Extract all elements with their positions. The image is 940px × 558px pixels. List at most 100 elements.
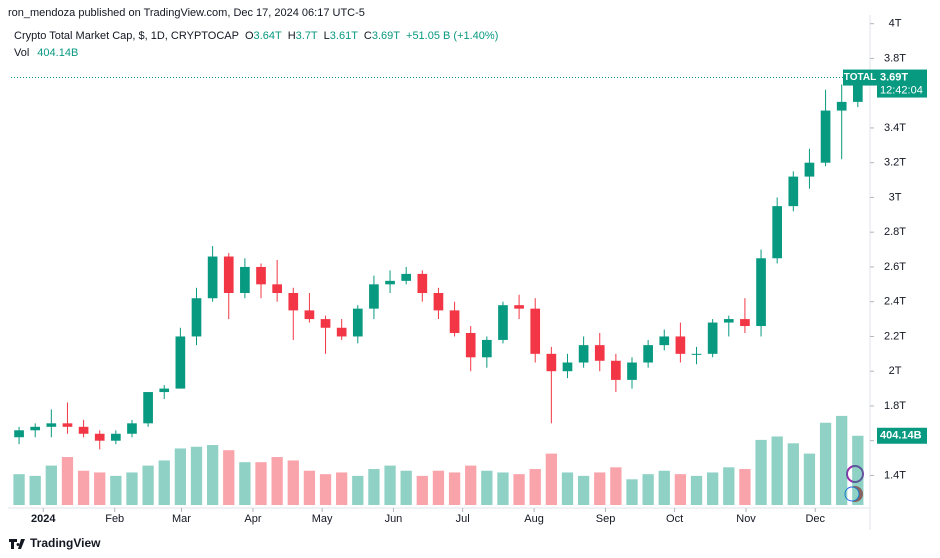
candle-body <box>94 433 105 441</box>
x-tick-label: Sep <box>596 513 616 525</box>
volume-bar <box>77 470 90 505</box>
volume-bar <box>400 470 412 505</box>
volume-bar <box>755 439 767 505</box>
footer-logo: TradingView <box>9 536 101 550</box>
y-tick-label: 2.4T <box>884 296 906 308</box>
icon <box>846 465 864 483</box>
legend-value: 3.69T <box>372 30 400 42</box>
candle-body <box>207 256 218 299</box>
legend-change: +51.05 B (+1.40%) <box>406 30 498 42</box>
candle-body <box>772 206 783 259</box>
candle-body <box>788 176 799 207</box>
volume-bar <box>45 465 57 505</box>
price-tag-value: 3.69T <box>880 71 908 83</box>
candle-body <box>707 322 718 354</box>
candle-body <box>143 392 153 424</box>
volume-bar <box>626 479 638 505</box>
x-tick-label: Feb <box>105 513 124 525</box>
candle-body <box>401 273 412 281</box>
compare-icons <box>844 465 864 502</box>
y-tick-label: 1.4T <box>884 469 906 481</box>
candle-body <box>594 345 605 361</box>
volume-bar <box>190 446 203 505</box>
volume-bar <box>13 474 25 505</box>
legend-value: 3.7T <box>296 30 318 42</box>
y-tick-label: 3.8T <box>884 52 906 64</box>
volume-bar <box>336 472 348 505</box>
y-tick-label: 1.8T <box>884 400 906 412</box>
price-tag-countdown: 12:42:04 <box>880 84 923 96</box>
volume-bar <box>577 475 590 505</box>
volume-bar <box>642 474 654 505</box>
volume-bar <box>158 460 170 505</box>
candle-body <box>304 310 315 320</box>
volume-value: 404.14B <box>37 47 78 59</box>
candle-body <box>498 305 508 340</box>
candle-body <box>240 266 250 294</box>
volume-bar <box>223 450 235 505</box>
volume-bar <box>239 462 251 505</box>
candle-body <box>691 353 702 355</box>
price-tag-bg <box>877 69 927 98</box>
volume-tag-bg <box>877 427 927 444</box>
x-tick-label: Aug <box>524 513 544 525</box>
volume-bar <box>771 436 783 505</box>
volume-bar <box>61 457 74 505</box>
candle-body <box>627 362 637 380</box>
volume-bar <box>465 465 477 505</box>
candle-body <box>175 336 186 389</box>
price-tag-name-bg <box>843 69 877 86</box>
volume-bar <box>787 443 799 505</box>
volume-bar <box>448 472 461 505</box>
candle-body <box>836 101 847 111</box>
icon <box>844 486 860 502</box>
candle-body <box>740 319 750 327</box>
volume-bar <box>255 462 267 505</box>
candle-body <box>643 345 653 363</box>
candle-body <box>675 336 686 354</box>
volume-bar <box>352 475 364 505</box>
x-tick-label: May <box>312 513 333 525</box>
candle-body <box>111 433 121 441</box>
volume-bar <box>658 470 670 505</box>
candle-body <box>46 423 57 427</box>
legend-key: H <box>288 30 296 42</box>
candle-body <box>659 336 670 346</box>
volume-bar <box>29 475 41 505</box>
candle-body <box>756 258 766 327</box>
volume-bar <box>497 472 509 505</box>
brand: TradingView <box>30 536 101 550</box>
volume-bar <box>561 472 574 505</box>
y-tick-label: 2.8T <box>884 226 906 238</box>
volume-bar <box>690 475 703 505</box>
candle-body <box>514 305 524 309</box>
candle-body <box>352 308 363 337</box>
volume-bar <box>545 453 558 505</box>
published-note: ron_mendoza published on TradingView.com… <box>8 7 365 19</box>
volume-bar <box>803 453 816 505</box>
x-tick-label: Apr <box>244 513 261 525</box>
volume-pane <box>13 415 864 505</box>
volume-bar <box>368 469 380 505</box>
candle-body <box>530 308 541 354</box>
legend-value: 3.61T <box>330 30 358 42</box>
candle-body <box>78 426 89 434</box>
candle-body <box>562 362 573 372</box>
legend-key: L <box>324 30 330 42</box>
x-tick-label: Oct <box>666 513 683 525</box>
candle-body <box>223 256 234 294</box>
volume-legend: Vol 404.14B <box>14 47 78 59</box>
legend-key: C <box>364 30 372 42</box>
volume-bar <box>836 415 848 505</box>
legend-line: Crypto Total Market Cap, $, 1D, CRYPTOCA… <box>14 30 498 42</box>
candle-body <box>481 339 492 358</box>
candle-body <box>369 284 379 309</box>
y-tick-label: 3T <box>889 191 902 203</box>
volume-bar <box>513 474 525 505</box>
candle-body <box>336 327 347 337</box>
candle-body <box>578 345 589 363</box>
volume-bar <box>432 470 445 505</box>
volume-bar <box>610 467 622 505</box>
candle-body <box>417 273 428 294</box>
